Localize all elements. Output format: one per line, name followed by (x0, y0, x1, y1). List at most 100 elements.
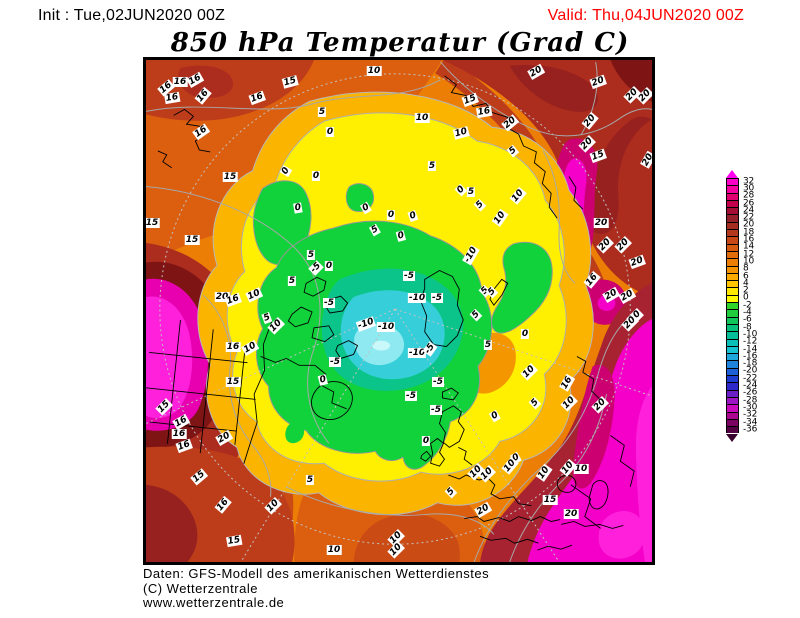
contour-label: -5 (323, 298, 335, 308)
legend-tick-label: 28 (743, 190, 755, 201)
legend-band (727, 192, 738, 200)
contour-label: 20 (214, 292, 230, 302)
contour-label: 15 (184, 235, 200, 245)
legend-tick-label: 6 (743, 271, 749, 282)
legend-band (727, 316, 738, 324)
contour-label: 20 (589, 74, 607, 90)
contour-label: 16 (214, 496, 232, 514)
legend-tick-label: -22 (743, 373, 758, 384)
contour-label: 5 (427, 161, 437, 171)
legend-tick-label: -24 (743, 380, 758, 391)
contour-label: 10 (452, 126, 470, 140)
legend-band (727, 396, 738, 405)
contour-line (286, 486, 495, 535)
contour-label: 5 (528, 396, 542, 410)
init-timestamp: Init : Tue,02JUN2020 00Z (38, 7, 226, 24)
legend-band (727, 375, 738, 383)
temp-region (146, 484, 198, 562)
contour-label: 5 (485, 285, 499, 299)
contour-label: 0 (520, 329, 530, 339)
page-title: 850 hPa Temperatur (Grad C) (170, 28, 630, 58)
legend-tick-label: -28 (743, 395, 758, 406)
coastline (576, 356, 601, 401)
legend-tick-label: -26 (743, 387, 758, 398)
legend-tick-label: 4 (743, 278, 749, 289)
contour-label: 0 (359, 201, 373, 215)
coastline (157, 150, 172, 169)
legend-band (727, 185, 738, 193)
contour-label: -5 (403, 271, 415, 281)
legend-tick-label: -10 (743, 329, 758, 340)
legend-band (727, 265, 738, 273)
temperature-map-svg (146, 60, 652, 562)
contour-label: 10 (414, 113, 430, 123)
contour-label: 16 (225, 342, 241, 352)
legend-arrow-up-icon (726, 170, 738, 178)
legend-tick-label: -18 (743, 358, 758, 369)
legend-tick-label: 10 (743, 256, 755, 267)
contour-line (440, 61, 652, 137)
contour-label: -10 (462, 244, 480, 266)
contour-label: 10 (535, 464, 553, 482)
contour-label: 5 (444, 485, 458, 499)
legend-tick-label: 8 (743, 263, 749, 274)
contour-label: 15 (155, 398, 173, 416)
contour-label: 10 (241, 340, 259, 356)
contour-label: 20 (578, 135, 596, 153)
coastline (560, 521, 624, 529)
contour-label: 20 (563, 509, 579, 519)
legend-tick-label: 12 (743, 249, 755, 260)
coastline (442, 387, 459, 401)
contour-label: 5 (469, 308, 483, 322)
contour-label: 0 (454, 183, 468, 197)
coastline (311, 325, 335, 343)
contour-label: 0 (386, 210, 396, 220)
contour-label: 0 (279, 164, 293, 178)
contour-label: 15 (225, 534, 243, 548)
legend-tick-label: -36 (743, 424, 758, 435)
temperature-legend: 32 30 28 26 24 22 20 18 16 14 12 10 8 6 4 2 0 -2 -4 -6 -8 -10… (726, 170, 796, 445)
contour-label: 10 (264, 497, 282, 515)
coastline (448, 474, 532, 507)
legend-tick-label: 18 (743, 227, 755, 238)
legend-band (727, 418, 738, 427)
contour-label: 0 (311, 171, 321, 181)
coastline (458, 446, 473, 466)
temp-region-cold (372, 340, 391, 351)
coastline (420, 450, 432, 462)
footer-copyright: (C) Wetterzentrale (143, 580, 258, 596)
legend-band (727, 360, 738, 368)
legend-tick-label: 26 (743, 198, 755, 209)
contour-label: -5 (432, 377, 444, 387)
legend-band (727, 250, 738, 259)
footer-website: www.wetterzentrale.de (143, 595, 285, 611)
contour-label: 20 (593, 218, 609, 228)
contour-line (473, 310, 639, 562)
temp-region (572, 364, 615, 489)
contour-label: 20 (614, 236, 632, 254)
legend-band (727, 338, 738, 346)
contour-label: 0 (317, 374, 329, 386)
footer-data-source: Daten: GFS-Modell des amerikanischen Wet… (143, 566, 490, 581)
legend-tick-label: -30 (743, 402, 758, 413)
contour-label: -5 (431, 293, 443, 303)
contour-label: 10 (573, 464, 589, 474)
temp-contour-layer (146, 61, 652, 562)
contour-label: 16 (192, 123, 210, 141)
contour-label: 10 (387, 541, 405, 559)
legend-tick-label: 30 (743, 183, 755, 194)
legend-tick-label: -34 (743, 417, 758, 428)
contour-label: 15 (145, 218, 160, 228)
contour-label: -5 (430, 405, 442, 415)
valid-timestamp: Valid: Thu,04JUN2020 00Z (547, 7, 744, 24)
contour-label: 5 (483, 340, 493, 350)
legend-tick-label: -32 (743, 409, 758, 420)
legend-tick-label: -4 (743, 307, 752, 318)
coastline (444, 75, 558, 219)
legend-band (727, 287, 738, 295)
legend-band (727, 243, 738, 251)
legend-arrow-down-icon (726, 433, 738, 442)
coastline (287, 306, 313, 328)
contour-label: 5 (305, 475, 315, 485)
contour-label: 16 (172, 414, 190, 430)
